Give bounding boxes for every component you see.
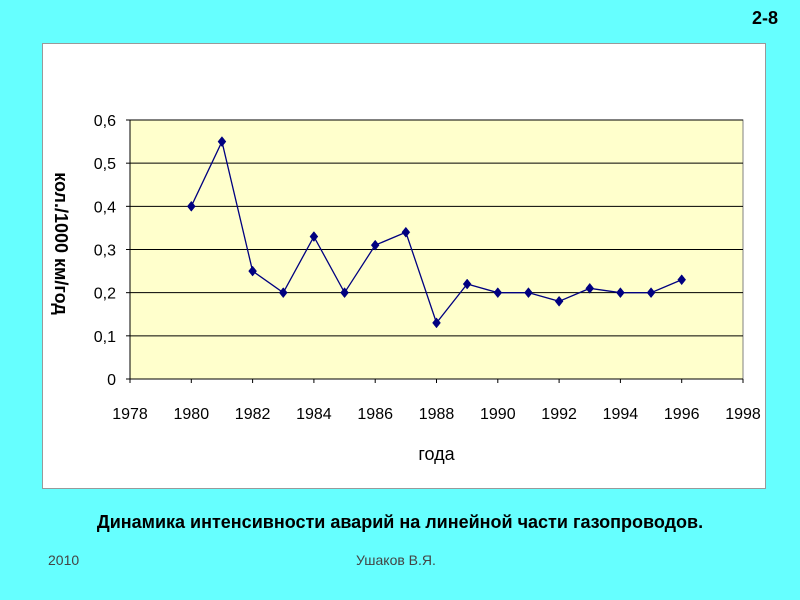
data-point <box>309 231 319 242</box>
data-point <box>278 287 288 299</box>
y-tick-label: 0,4 <box>94 199 116 216</box>
y-axis-title: кол./1000 км/год <box>51 172 71 315</box>
data-point <box>462 278 472 290</box>
x-tick-label: 1992 <box>541 406 577 423</box>
y-tick-label: 0,6 <box>94 113 116 130</box>
data-point <box>493 287 503 299</box>
data-point <box>524 287 533 299</box>
line-chart: 0 0,1 0,2 0,3 0,4 0,5 0,6 1978 1980 1982 1984 1986 1… <box>51 113 761 464</box>
data-point <box>432 317 441 329</box>
chart-frame: 0 0,1 0,2 0,3 0,4 0,5 0,6 1978 1980 1982 1984 1986 1… <box>42 43 766 489</box>
x-axis-title: года <box>418 444 455 464</box>
footer-author: Ушаков В.Я. <box>356 552 436 568</box>
data-point <box>646 287 656 299</box>
slide-caption: Динамика интенсивности аварий на линейно… <box>96 512 704 532</box>
x-tick-label: 1990 <box>480 406 516 423</box>
data-point <box>217 136 227 147</box>
y-tick-label: 0,3 <box>94 243 116 260</box>
x-tick-label: 1998 <box>725 406 761 423</box>
x-tick-label: 1984 <box>296 406 332 423</box>
x-tick-label: 1978 <box>112 406 148 423</box>
x-tick-label: 1996 <box>664 406 700 423</box>
x-tick-label: 1994 <box>603 406 639 423</box>
x-tick-label: 1986 <box>357 406 393 423</box>
data-point <box>340 287 349 299</box>
tick-labels: 0 0,1 0,2 0,3 0,4 0,5 0,6 1978 1980 1982 1984 1986 1… <box>94 113 761 423</box>
x-tick-label: 1980 <box>174 406 210 423</box>
footer-year: 2010 <box>48 552 80 568</box>
axes <box>126 119 744 383</box>
slide-number: 2-8 <box>751 8 778 28</box>
y-tick-label: 0,2 <box>94 286 116 303</box>
data-point <box>186 200 196 212</box>
y-tick-label: 0,1 <box>94 329 116 346</box>
x-tick-label: 1988 <box>419 406 455 423</box>
series-layer <box>186 136 687 329</box>
data-point <box>616 287 625 299</box>
data-point <box>554 295 564 307</box>
data-point <box>585 282 595 294</box>
data-point <box>677 274 687 286</box>
data-point <box>370 239 380 251</box>
data-point <box>401 226 411 238</box>
y-tick-label: 0 <box>107 372 116 389</box>
data-point <box>248 265 257 277</box>
y-tick-label: 0,5 <box>94 156 116 173</box>
x-tick-label: 1982 <box>235 406 271 423</box>
